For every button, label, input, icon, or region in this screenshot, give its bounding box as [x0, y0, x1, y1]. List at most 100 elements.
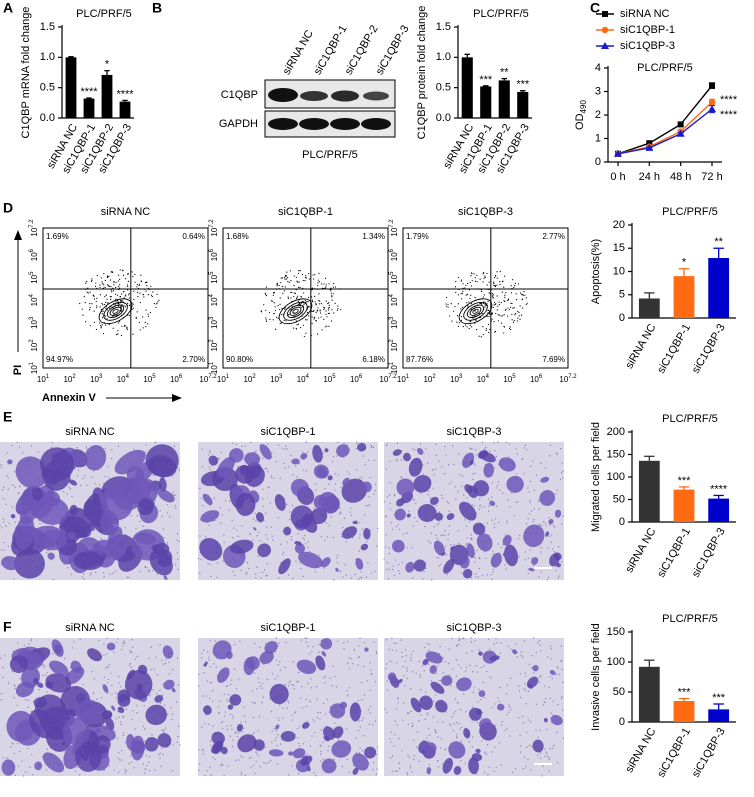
cell — [321, 557, 331, 568]
event-dot — [337, 308, 339, 310]
pore — [277, 516, 280, 519]
pore — [197, 749, 200, 751]
event-dot — [445, 303, 447, 305]
pore — [348, 667, 351, 670]
pore — [302, 575, 304, 578]
pore — [481, 441, 484, 443]
pore — [445, 711, 447, 713]
pore — [16, 441, 18, 444]
pore — [350, 577, 353, 579]
pore — [257, 730, 260, 732]
pore — [134, 728, 136, 730]
x-tick-label: 105 — [503, 374, 516, 385]
event-dot — [462, 290, 464, 292]
pore — [418, 719, 420, 722]
marker — [708, 98, 716, 106]
pore — [431, 579, 433, 581]
cell — [290, 478, 310, 497]
cell — [317, 466, 328, 479]
event-dot — [99, 306, 101, 308]
pore — [209, 468, 212, 471]
pore — [526, 731, 528, 734]
cell — [39, 447, 75, 482]
event-dot — [305, 275, 307, 277]
pore — [460, 667, 462, 669]
event-dot — [278, 284, 280, 287]
marker — [645, 143, 654, 151]
pore — [241, 525, 243, 527]
pore — [243, 727, 245, 729]
pore — [420, 714, 422, 716]
event-dot — [460, 293, 462, 295]
pore — [370, 669, 372, 671]
pore — [245, 721, 247, 723]
event-dot — [305, 301, 307, 303]
pore — [505, 568, 507, 570]
pore — [560, 697, 563, 700]
pore — [455, 675, 458, 678]
event-dot — [280, 282, 282, 284]
contour — [278, 298, 313, 325]
event-dot — [476, 274, 478, 276]
pore — [386, 638, 388, 641]
event-dot — [473, 273, 475, 275]
event-dot — [103, 284, 105, 286]
event-dot — [134, 281, 136, 283]
cell — [312, 445, 323, 463]
cell — [62, 717, 91, 746]
pore — [291, 719, 293, 721]
event-dot — [120, 334, 123, 337]
pore — [453, 722, 455, 725]
event-dot — [457, 325, 460, 327]
pore — [209, 563, 211, 566]
pore — [455, 659, 458, 661]
event-dot — [278, 308, 281, 311]
pore — [346, 695, 349, 697]
pore — [0, 466, 3, 469]
event-dot — [478, 288, 480, 290]
pore — [297, 671, 300, 674]
pore — [291, 765, 293, 767]
pore — [287, 700, 289, 702]
event-dot — [314, 288, 316, 290]
error-bar — [644, 455, 655, 461]
pore — [426, 643, 428, 645]
y-tick-label: 1 — [595, 132, 601, 144]
pore — [226, 725, 228, 727]
pore — [111, 449, 113, 451]
cell — [117, 706, 125, 714]
event-dot — [488, 309, 490, 311]
tick-exponent: 7.2 — [208, 374, 217, 380]
pore — [130, 515, 132, 517]
pore — [235, 731, 237, 733]
pore — [468, 741, 471, 743]
pore — [391, 649, 393, 652]
pore — [146, 566, 148, 569]
pore — [359, 522, 361, 524]
event-dot — [458, 288, 460, 291]
pore — [44, 665, 46, 667]
pore — [411, 724, 414, 727]
pore — [120, 759, 123, 761]
pore — [419, 676, 421, 678]
pore — [412, 758, 415, 761]
event-dot — [334, 286, 337, 288]
event-dot — [288, 314, 290, 316]
x-tick-label: 106 — [170, 374, 183, 385]
event-dot — [144, 321, 146, 324]
pore — [360, 699, 363, 701]
pore — [472, 478, 474, 481]
pore — [317, 711, 319, 714]
pore — [42, 666, 45, 668]
event-dot — [470, 294, 472, 296]
pore — [558, 673, 561, 676]
x-tick-label: siRNA NC — [623, 526, 658, 575]
pore — [432, 487, 434, 490]
pore — [452, 730, 455, 732]
pore — [367, 709, 370, 711]
pore — [395, 650, 397, 652]
pore — [335, 455, 338, 457]
pore — [541, 525, 543, 527]
bar — [708, 709, 730, 722]
event-dot — [132, 275, 134, 278]
